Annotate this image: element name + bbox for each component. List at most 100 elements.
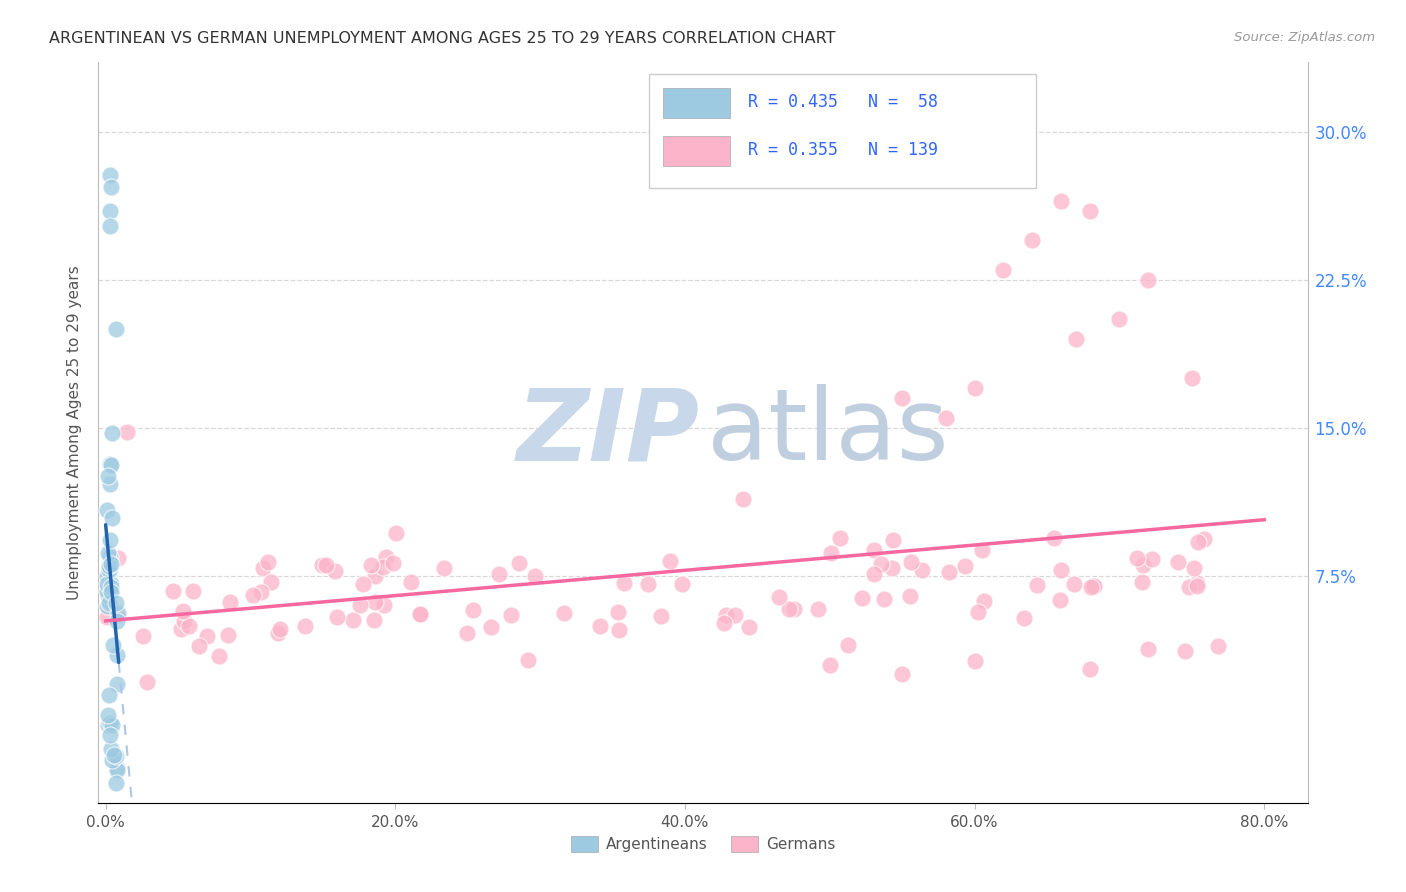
Point (1080, 661, 1102, 675)
Point (100, 557, 122, 571)
Point (98, 688, 121, 702)
Point (294, 618, 316, 632)
Point (105, 764, 128, 778)
Point (1080, 203, 1102, 218)
Text: ARGENTINEAN VS GERMAN UNEMPLOYMENT AMONG AGES 25 TO 29 YEARS CORRELATION CHART: ARGENTINEAN VS GERMAN UNEMPLOYMENT AMONG… (49, 31, 835, 46)
Point (98, 728, 121, 742)
Point (1182, 561, 1205, 575)
Point (524, 569, 547, 583)
Text: R = 0.435   N =  58: R = 0.435 N = 58 (748, 93, 938, 111)
Point (818, 657, 841, 672)
Point (508, 556, 530, 570)
Point (870, 558, 893, 572)
Point (1185, 576, 1208, 591)
Point (100, 577, 122, 591)
Point (105, 614, 128, 628)
Point (323, 564, 346, 578)
Point (898, 589, 921, 603)
Point (891, 667, 914, 681)
Point (96, 576, 118, 591)
Point (98, 168, 121, 182)
Point (891, 391, 914, 405)
Point (96, 568, 118, 582)
Point (1063, 577, 1085, 591)
Point (242, 588, 264, 602)
Point (96, 583, 118, 598)
Point (607, 605, 630, 619)
Point (98, 558, 121, 573)
Point (713, 615, 735, 630)
Point (935, 410, 957, 425)
Point (219, 595, 242, 609)
Point (104, 322, 127, 336)
Point (100, 752, 122, 766)
Point (100, 179, 122, 194)
Point (938, 565, 960, 579)
Point (778, 602, 800, 616)
Point (97, 574, 120, 589)
Point (1080, 580, 1102, 594)
Point (1187, 579, 1209, 593)
Point (910, 563, 932, 577)
Point (1064, 332, 1087, 346)
Point (1012, 611, 1035, 625)
Point (1050, 563, 1073, 577)
Point (479, 620, 502, 634)
Point (98, 572, 121, 586)
Point (364, 594, 387, 608)
Point (1081, 579, 1104, 593)
Point (1132, 575, 1154, 590)
Point (98, 477, 121, 491)
Point (973, 594, 995, 608)
Point (98, 550, 121, 565)
Point (132, 630, 155, 644)
Point (1050, 194, 1073, 208)
Point (162, 583, 184, 598)
Point (671, 576, 693, 591)
Point (326, 610, 349, 624)
Point (399, 574, 422, 589)
Point (409, 607, 432, 621)
Point (107, 550, 129, 565)
Point (738, 620, 761, 634)
Point (96, 582, 118, 597)
Point (953, 559, 976, 574)
Legend: Argentineans, Germans: Argentineans, Germans (565, 830, 841, 858)
Point (103, 748, 125, 763)
Point (195, 629, 218, 643)
Point (373, 599, 395, 613)
Point (553, 606, 575, 620)
Point (807, 601, 830, 615)
Text: R = 0.355   N = 139: R = 0.355 N = 139 (748, 141, 938, 159)
Point (97, 575, 120, 590)
Point (97, 469, 120, 483)
Point (863, 567, 886, 582)
Point (381, 557, 404, 571)
Point (98, 562, 121, 576)
Point (830, 532, 852, 546)
Point (105, 761, 128, 775)
Point (1137, 272, 1160, 286)
Point (900, 555, 922, 569)
Point (863, 542, 886, 557)
Y-axis label: Unemployment Among Ages 25 to 29 years: Unemployment Among Ages 25 to 29 years (67, 265, 83, 600)
Point (374, 550, 396, 565)
Point (342, 613, 364, 627)
Point (637, 577, 659, 591)
Point (188, 639, 211, 653)
Point (172, 604, 194, 618)
Point (408, 607, 430, 621)
Point (613, 575, 636, 590)
Point (1083, 579, 1105, 593)
Point (1167, 555, 1189, 569)
Point (714, 608, 737, 623)
Point (1137, 641, 1160, 656)
Point (659, 554, 682, 568)
Point (104, 776, 127, 790)
Point (169, 623, 191, 637)
Point (100, 575, 122, 590)
Point (607, 623, 630, 637)
Point (488, 567, 510, 582)
Point (105, 608, 128, 623)
Point (363, 613, 385, 627)
